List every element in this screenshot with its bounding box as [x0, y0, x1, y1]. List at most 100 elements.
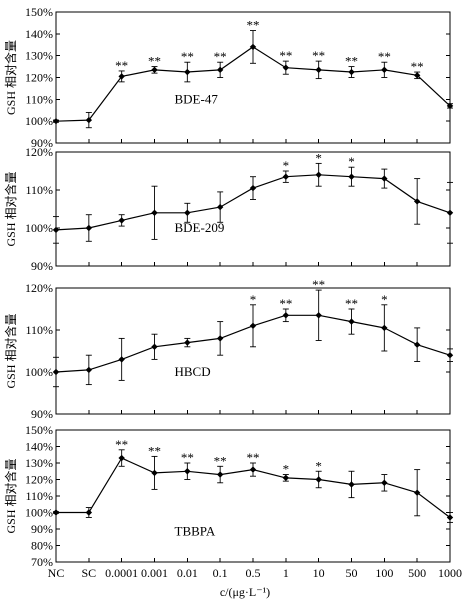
significance-marker: * [250, 292, 257, 307]
significance-marker: ** [148, 54, 161, 69]
y-axis-label: GSH 相对含量 [3, 171, 18, 246]
y-tick-label: 140% [25, 440, 53, 454]
y-tick-label: 90% [31, 259, 53, 273]
y-tick-label: 110% [25, 92, 53, 106]
significance-marker: ** [148, 443, 161, 458]
data-point [118, 454, 125, 462]
significance-marker: ** [181, 49, 194, 64]
compound-label: TBBPA [175, 524, 216, 539]
y-tick-label: 130% [25, 49, 53, 63]
data-point [282, 64, 290, 71]
data-point [216, 335, 224, 342]
data-point [413, 198, 421, 205]
significance-marker: * [315, 458, 322, 473]
chart-panel-3: 90%100%110%120%GSH 相对含量* ****** *HBCD [3, 277, 454, 421]
x-axis: NC SC 0.0001 0.001 0.01 0.1 0.5 1 10 50 100 500 1000 [48, 566, 462, 580]
significance-marker: * [315, 150, 322, 165]
x-tick-label: 0.001 [141, 566, 168, 580]
data-point [446, 352, 454, 359]
data-point [413, 341, 421, 348]
compound-label: BDE-209 [175, 220, 225, 235]
data-point [282, 474, 290, 482]
data-point [216, 203, 224, 211]
significance-marker: ** [312, 277, 325, 292]
y-axis-label: GSH 相对含量 [3, 40, 18, 115]
data-point [151, 343, 158, 350]
significance-marker: ** [411, 59, 424, 74]
x-tick-label: 1 [283, 566, 289, 580]
x-tick-label: 10 [313, 566, 325, 580]
data-point [85, 509, 93, 516]
y-tick-label: 80% [31, 539, 53, 553]
x-tick-label: 0.0001 [105, 566, 138, 580]
y-tick-label: 120% [25, 145, 53, 159]
y-tick-label: 150% [25, 423, 53, 437]
y-tick-label: 100% [25, 506, 53, 520]
significance-marker: ** [115, 58, 128, 73]
y-tick-label: 140% [25, 27, 53, 41]
y-tick-label: 110% [25, 323, 53, 337]
significance-marker: * [283, 158, 290, 173]
data-point [52, 117, 60, 125]
data-point [446, 209, 454, 216]
data-point [249, 43, 257, 51]
data-point [348, 481, 355, 488]
x-tick-label: 500 [408, 566, 426, 580]
significance-marker: ** [279, 48, 292, 63]
data-point [118, 73, 125, 80]
data-point [151, 469, 158, 477]
data-point [216, 471, 224, 478]
data-point [315, 66, 322, 74]
significance-marker: ** [214, 49, 227, 64]
x-tick-label: 0.5 [246, 566, 261, 580]
data-point [381, 324, 388, 332]
significance-marker: ** [247, 18, 260, 33]
y-tick-label: 150% [25, 5, 53, 19]
y-tick-label: 70% [31, 555, 53, 569]
y-axis-label: GSH 相对含量 [3, 458, 18, 533]
significance-marker: ** [181, 450, 194, 465]
chart-panel-1: 90% 100% 110% 120% 130% 140% 150% GSH 相对含量 ** ** *… [3, 5, 454, 150]
significance-marker: ** [279, 296, 292, 311]
data-point [413, 72, 421, 79]
y-tick-label: 100% [25, 114, 53, 128]
data-point [282, 173, 290, 180]
y-tick-label: 100% [25, 221, 53, 235]
data-point [315, 476, 322, 483]
y-tick-label: 90% [31, 136, 53, 150]
data-point [118, 217, 125, 224]
data-point [348, 318, 355, 325]
data-point [118, 356, 125, 363]
chart-panel-4: 70% 80% 90% 100% 110% 120% 130% 140% 150% GSH 相对含… [3, 423, 454, 569]
data-point [381, 66, 388, 74]
compound-label: BDE-47 [175, 92, 219, 107]
y-tick-label: 110% [25, 489, 53, 503]
x-tick-label: SC [81, 566, 96, 580]
data-point [151, 209, 158, 216]
y-tick-label: 110% [25, 183, 53, 197]
data-point [184, 468, 191, 475]
data-point [85, 224, 93, 232]
x-tick-label: 50 [346, 566, 358, 580]
compound-label: HBCD [175, 364, 211, 379]
chart-panel-2: 90% 100% 110% 120% GSH 相对含量 * * * BDE-209 [3, 145, 454, 273]
y-tick-label: 120% [25, 473, 53, 487]
data-point [413, 489, 421, 496]
significance-marker: ** [312, 48, 325, 63]
data-point [52, 226, 60, 234]
x-tick-label: NC [48, 566, 65, 580]
data-point [348, 173, 355, 180]
significance-marker: ** [378, 49, 391, 64]
significance-marker: * [348, 154, 355, 169]
data-point [52, 509, 60, 516]
y-tick-label: 120% [25, 281, 53, 295]
data-point [315, 171, 322, 178]
significance-marker: ** [115, 437, 128, 452]
x-tick-label: 0.1 [213, 566, 228, 580]
y-tick-label: 90% [31, 522, 53, 536]
data-point [348, 68, 355, 76]
data-point [85, 366, 93, 374]
data-point [184, 339, 191, 346]
y-axis-label: GSH 相对含量 [3, 313, 18, 388]
